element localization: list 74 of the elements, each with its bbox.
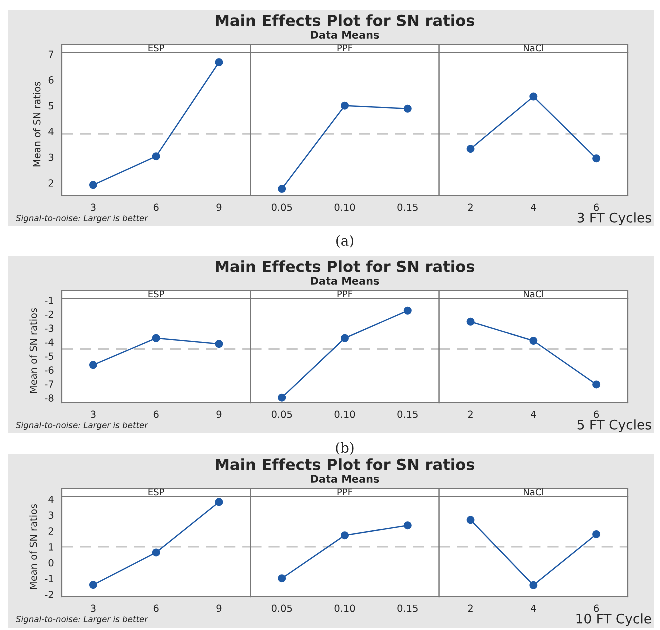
x-tick-label: 6	[594, 410, 600, 418]
y-tick-label: 5	[48, 102, 54, 110]
text: 3 FT Cycles	[578, 212, 652, 226]
y-tick-label: 7	[48, 50, 54, 58]
x-tick-label: 0.05	[272, 604, 292, 612]
x-tick-label: 4	[531, 204, 536, 212]
text: (a)	[336, 235, 354, 248]
y-tick-label: 3	[48, 154, 54, 162]
y-axis-title: Mean of SN ratios	[30, 308, 38, 394]
x-tick-label: 0.15	[398, 410, 418, 418]
x-tick-label: 6	[154, 410, 159, 418]
text: Data Means	[311, 277, 380, 286]
y-tick-label: 4	[48, 128, 54, 136]
x-tick-label: 0.05	[272, 410, 292, 418]
y-tick-label: -1	[45, 575, 54, 582]
text: Main Effects Plot for SN ratios	[216, 14, 474, 26]
chart-title: NaCl	[524, 488, 544, 496]
chart-title: PPF	[338, 488, 353, 496]
x-tick-label: 2	[468, 604, 473, 612]
y-tick-label: -2	[45, 310, 54, 318]
y-tick-label: -5	[45, 352, 54, 360]
text: 10 FT Cycle	[576, 614, 652, 626]
chart-title: NaCl	[524, 44, 544, 52]
text: (b)	[336, 442, 354, 455]
chart-title: PPF	[338, 44, 353, 52]
x-tick-label: 6	[594, 204, 600, 212]
y-tick-label: 4	[48, 496, 54, 504]
y-tick-label: -1	[45, 297, 54, 304]
x-tick-label: 3	[91, 604, 96, 612]
y-tick-label: 3	[48, 512, 54, 520]
x-tick-label: 3	[91, 410, 96, 418]
y-tick-label: -2	[45, 591, 54, 598]
text: Main Effects Plot for SN ratios	[216, 458, 474, 470]
x-tick-label: 0.10	[334, 604, 356, 612]
x-tick-label: 0.05	[272, 204, 292, 212]
text: Main Effects Plot for SN ratios	[216, 260, 474, 272]
x-tick-label: 4	[531, 604, 536, 612]
y-tick-label: -6	[45, 366, 54, 374]
y-tick-label: -7	[45, 380, 54, 388]
y-tick-label: 0	[48, 559, 54, 567]
text: Signal-to-noise: Larger is better	[16, 616, 149, 624]
text: Data Means	[311, 31, 380, 40]
x-tick-label: 0.10	[334, 204, 356, 212]
x-tick-label: 9	[216, 410, 222, 418]
x-tick-label: 3	[91, 204, 96, 212]
x-tick-label: 0.15	[398, 604, 418, 612]
text: Signal-to-noise: Larger is better	[16, 214, 149, 224]
chart-title: ESP	[148, 290, 164, 298]
y-tick-label: 2	[48, 180, 54, 187]
x-tick-label: 2	[468, 410, 473, 418]
x-tick-label: 6	[594, 604, 600, 612]
y-tick-label: 6	[48, 76, 54, 84]
text: Data Means	[311, 475, 380, 484]
text: 5 FT Cycles	[578, 420, 652, 432]
y-tick-label: -4	[45, 338, 54, 346]
y-tick-label: 1	[49, 544, 54, 551]
x-tick-label: 9	[216, 204, 222, 212]
x-tick-label: 0.10	[334, 410, 356, 418]
y-tick-label: -3	[45, 324, 54, 332]
x-tick-label: 6	[154, 604, 159, 612]
x-tick-label: 4	[531, 410, 536, 418]
chart-title: ESP	[148, 44, 164, 52]
x-tick-label: 2	[468, 204, 473, 212]
chart-title: NaCl	[524, 290, 544, 298]
chart-title: ESP	[148, 488, 164, 496]
chart-title: PPF	[338, 290, 353, 298]
y-axis-title: Mean of SN ratios	[30, 504, 38, 590]
x-tick-label: 6	[154, 204, 159, 212]
x-tick-label: 9	[216, 604, 222, 612]
text: Signal-to-noise: Larger is better	[16, 422, 149, 430]
y-tick-label: -8	[45, 394, 54, 402]
y-tick-label: 2	[48, 528, 54, 535]
x-tick-label: 0.15	[398, 204, 418, 212]
y-axis-title: Mean of SN ratios	[33, 82, 41, 167]
